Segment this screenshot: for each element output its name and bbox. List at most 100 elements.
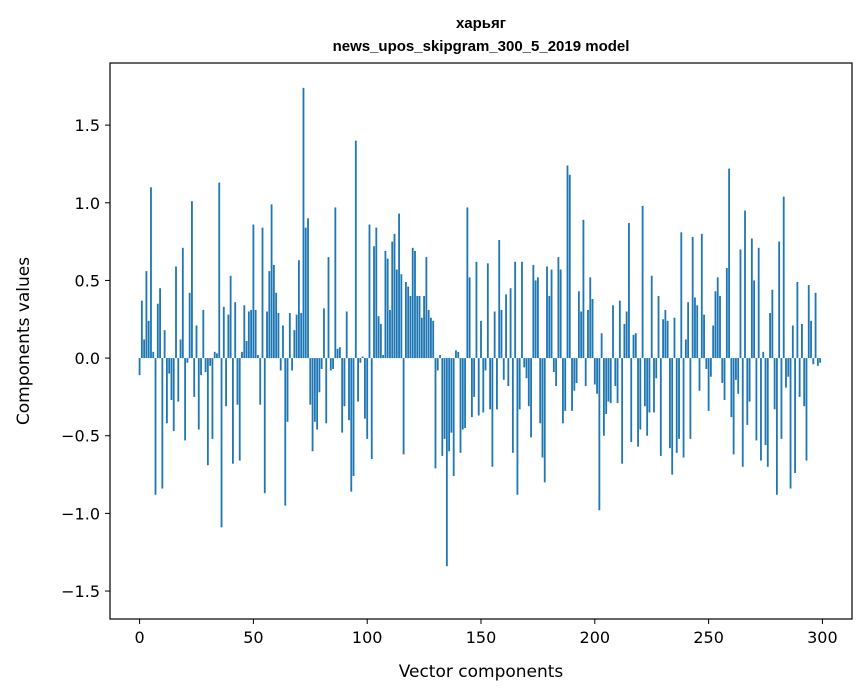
bar-32	[211, 358, 214, 439]
bar-10	[161, 358, 164, 489]
bar-118	[407, 286, 410, 359]
x-axis-label: Vector components	[399, 662, 564, 682]
bar-104	[375, 227, 378, 359]
bar-147	[473, 358, 476, 397]
bar-78	[316, 358, 319, 430]
x-tick-label: 0	[134, 628, 144, 647]
bar-257	[723, 358, 726, 401]
bar-179	[546, 266, 548, 359]
bar-229	[659, 358, 662, 456]
bar-280	[775, 358, 778, 495]
bar-171	[527, 358, 530, 407]
bar-196	[584, 358, 587, 387]
bar-248	[703, 314, 705, 359]
y-tick-label: −1.5	[61, 582, 100, 601]
bar-42	[234, 302, 237, 359]
bar-94	[352, 358, 355, 477]
bar-120	[411, 247, 414, 359]
bar-85	[332, 358, 334, 369]
bar-256	[721, 358, 724, 383]
bar-221	[641, 205, 644, 359]
bar-219	[637, 358, 639, 447]
bar-15	[172, 358, 175, 432]
x-tick-label: 300	[807, 628, 838, 647]
bar-299	[819, 358, 822, 363]
bar-60	[275, 292, 278, 359]
bar-39	[227, 314, 230, 359]
bar-159	[500, 309, 503, 359]
bar-259	[728, 168, 730, 359]
bar-111	[391, 241, 394, 359]
bar-292	[803, 358, 806, 407]
bar-215	[628, 222, 630, 359]
bar-6	[152, 351, 155, 359]
bar-136	[448, 358, 451, 452]
bar-130	[434, 358, 437, 469]
bar-165	[514, 261, 517, 359]
bar-128	[430, 317, 432, 359]
bar-12	[165, 358, 168, 424]
bar-265	[741, 358, 744, 467]
bar-2	[143, 339, 146, 359]
bar-50	[252, 224, 255, 359]
bar-182	[552, 358, 555, 373]
bar-115	[400, 274, 403, 359]
bar-126	[425, 257, 428, 359]
bar-250	[707, 358, 710, 411]
bar-98	[361, 356, 364, 359]
bar-208	[612, 305, 614, 359]
bar-228	[657, 295, 660, 359]
bar-142	[461, 358, 464, 430]
bar-175	[536, 277, 539, 359]
y-tick-label: 0.0	[75, 349, 100, 368]
bar-122	[416, 295, 419, 359]
bar-17	[177, 358, 180, 402]
bar-23	[191, 201, 193, 359]
bar-252	[712, 325, 715, 359]
bar-192	[575, 358, 578, 383]
bar-13	[168, 358, 171, 374]
bar-298	[816, 358, 819, 366]
bar-102	[370, 358, 373, 460]
chart-title: харьяг	[456, 15, 506, 32]
bar-49	[250, 309, 253, 359]
bar-33	[213, 351, 216, 359]
bar-161	[505, 294, 507, 359]
bar-47	[245, 341, 248, 359]
bar-88	[338, 347, 341, 359]
bar-100	[366, 358, 369, 439]
bar-64	[284, 358, 287, 506]
bar-291	[801, 323, 803, 359]
bar-18	[179, 339, 182, 359]
bar-156	[493, 311, 496, 359]
bar-116	[402, 358, 405, 455]
bar-48	[247, 311, 250, 359]
bar-7	[154, 358, 157, 495]
bar-127	[427, 309, 430, 359]
bar-67	[291, 358, 293, 371]
bar-232	[666, 320, 669, 359]
bar-20	[184, 358, 187, 441]
bar-8	[156, 303, 159, 359]
bar-24	[193, 358, 196, 397]
bar-62	[279, 358, 282, 371]
bar-61	[277, 313, 280, 359]
bar-21	[186, 358, 189, 363]
bar-154	[489, 358, 492, 410]
bar-52	[257, 354, 259, 359]
bar-26	[197, 358, 200, 430]
bar-55	[263, 358, 266, 494]
chart-subtitle: news_upos_skipgram_300_5_2019 model	[333, 38, 630, 55]
bar-91	[345, 311, 348, 359]
bar-202	[598, 358, 601, 511]
x-axis-ticks: 0 50 100 150 200 250 300	[134, 619, 838, 647]
bar-237	[678, 358, 680, 439]
bar-76	[311, 358, 314, 452]
bar-283	[782, 196, 785, 359]
bar-263	[737, 358, 740, 394]
bar-255	[719, 295, 721, 359]
bar-30	[206, 358, 209, 466]
bar-150	[480, 320, 482, 359]
bar-4	[147, 320, 150, 359]
